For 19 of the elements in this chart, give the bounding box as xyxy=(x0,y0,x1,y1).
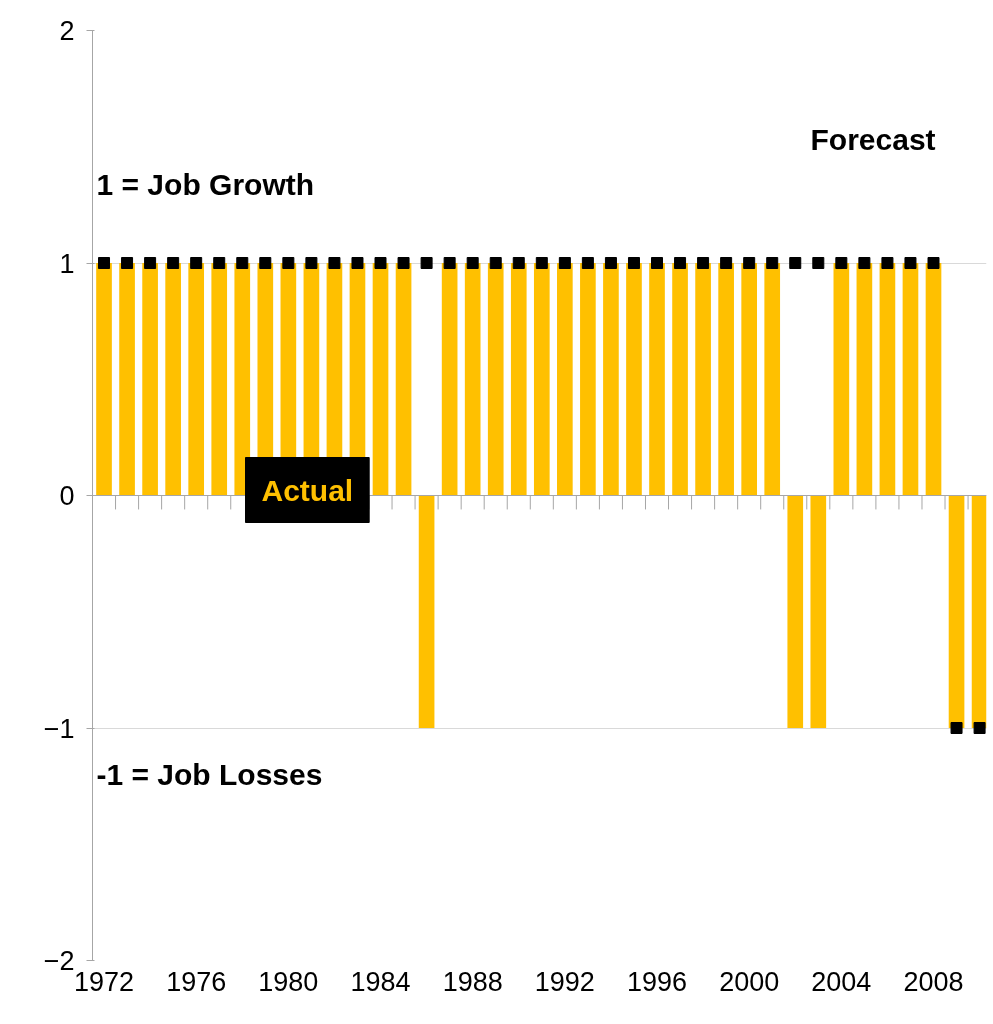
y-tick-label: 1 xyxy=(59,248,75,279)
y-tick-label: 0 xyxy=(59,481,75,511)
y-tick-label: −1 xyxy=(43,713,75,744)
x-tick-label: 2004 xyxy=(811,966,872,997)
x-tick-label: 1988 xyxy=(442,966,503,997)
x-tick-label: 2008 xyxy=(903,966,964,997)
series-label: Actual xyxy=(261,473,354,507)
annotation: 1 = Job Growth xyxy=(96,167,315,201)
text: Forecast xyxy=(810,122,936,156)
x-tick-label: 1992 xyxy=(534,966,595,997)
x-tick-label: 1984 xyxy=(350,966,411,997)
x-tick-label: 2000 xyxy=(719,966,780,997)
y-tick-label: −2 xyxy=(43,946,75,976)
x-tick-label: 1976 xyxy=(166,966,227,997)
x-tick-label: 1980 xyxy=(258,966,319,997)
x-tick-label: 1996 xyxy=(626,966,688,997)
y-tick-label: 2 xyxy=(59,16,75,46)
x-tick-label: 1972 xyxy=(73,966,135,997)
annotation: -1 = Job Losses xyxy=(96,757,323,791)
